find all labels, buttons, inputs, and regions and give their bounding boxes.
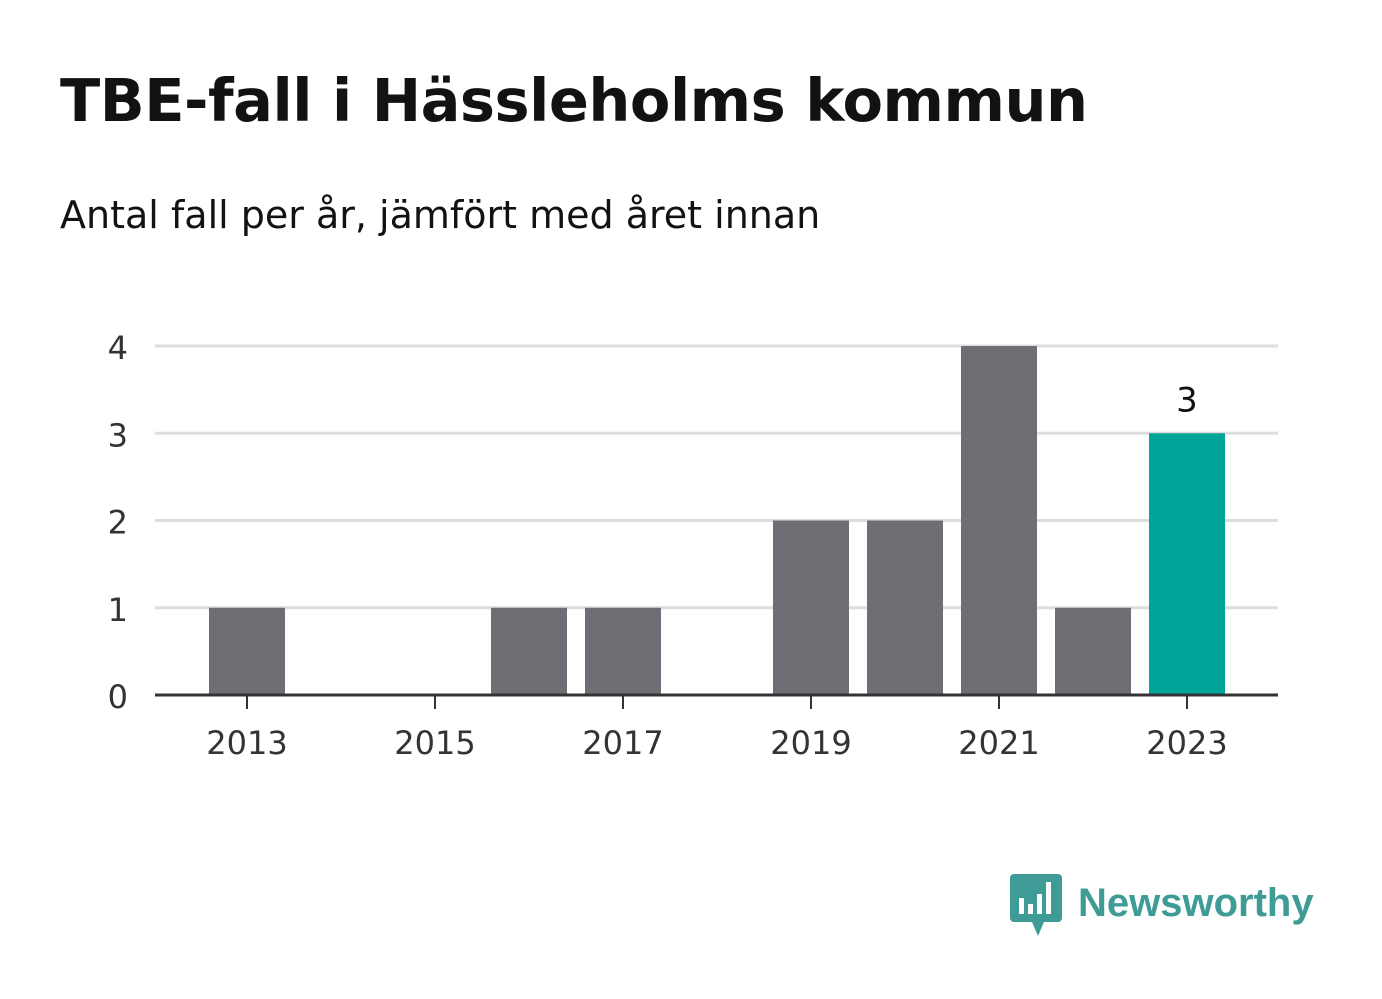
logo-wordmark: Newsworthy [1078,880,1314,925]
bars [209,346,1225,695]
x-tick-label: 2021 [958,724,1039,762]
x-tick-label: 2023 [1146,724,1227,762]
y-tick-label: 1 [108,591,128,629]
bar-2020 [867,520,943,695]
y-tick-label: 4 [108,329,128,367]
y-axis-tick-labels: 0 1 2 3 4 [108,329,128,716]
y-tick-label: 2 [108,504,128,542]
x-tick-label: 2015 [394,724,475,762]
newsworthy-logo: Newsworthy [1010,872,1314,942]
data-labels: 3 [1176,380,1198,420]
x-tick-label: 2019 [770,724,851,762]
bar-chart-speech-bubble-icon [1010,874,1062,936]
gridlines [155,344,1278,610]
y-tick-label: 0 [108,678,128,716]
y-tick-label: 3 [108,416,128,454]
chart-title: TBE-fall i Hässleholms kommun [60,66,1088,135]
x-tick-label: 2013 [206,724,287,762]
bar-2016 [491,607,567,695]
x-axis [155,693,1278,709]
bar-2021 [961,346,1037,695]
data-label: 3 [1176,380,1198,420]
bar-2017 [585,607,661,695]
chart-subtitle: Antal fall per år, jämfört med året inna… [60,193,821,237]
bar-2023 [1149,433,1225,695]
x-tick-label: 2017 [582,724,663,762]
bar-2019 [773,520,849,695]
x-axis-tick-labels: 2013 2015 2017 2019 2021 2023 [206,724,1227,762]
bar-2013 [209,607,285,695]
bar-2022 [1055,607,1131,695]
